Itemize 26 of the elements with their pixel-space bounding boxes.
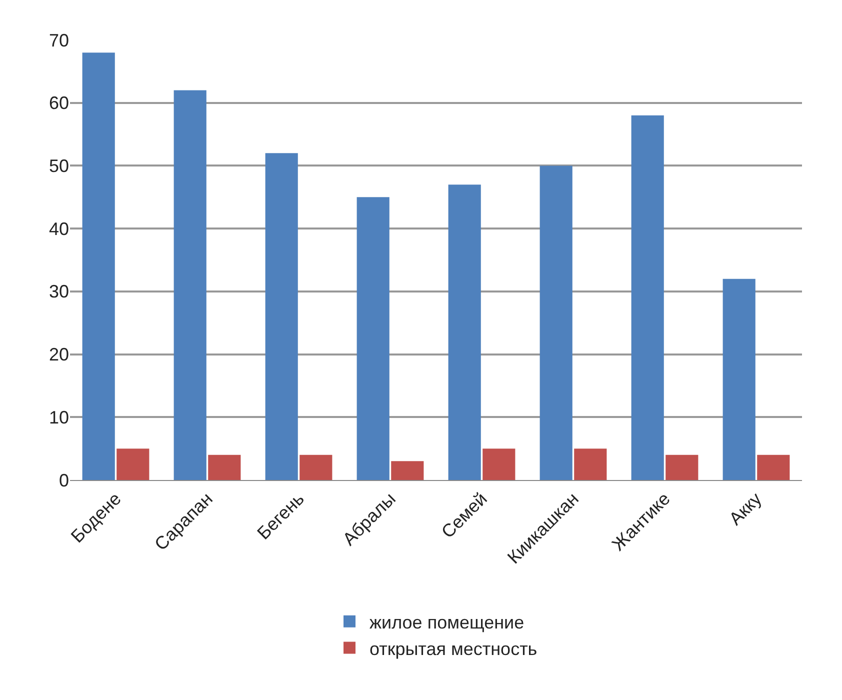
y-tick-label: 10: [48, 407, 69, 428]
bar: [356, 197, 390, 480]
bar: [666, 454, 698, 480]
legend-label: открытая местность: [370, 638, 538, 659]
bar: [174, 90, 206, 480]
y-tick-label: 40: [48, 218, 69, 239]
y-tick-label: 30: [48, 282, 69, 302]
legend-label: жилое помещение: [370, 612, 524, 632]
bar: [482, 448, 516, 480]
y-tick-label: 0: [58, 470, 69, 490]
y-tick-label: 50: [48, 156, 69, 176]
bar: [631, 115, 664, 480]
bar: [265, 153, 298, 480]
bar: [540, 166, 572, 480]
bar: [574, 448, 607, 480]
bar: [82, 52, 115, 480]
y-tick-label: 70: [48, 30, 69, 50]
bar: [757, 454, 790, 480]
bar: [116, 448, 150, 480]
bar: [448, 184, 481, 480]
bar: [300, 454, 332, 480]
y-tick-label: 60: [48, 93, 69, 114]
y-tick-label: 20: [48, 344, 69, 365]
bar: [208, 454, 241, 480]
bar: [391, 461, 424, 480]
bar: [722, 278, 756, 480]
